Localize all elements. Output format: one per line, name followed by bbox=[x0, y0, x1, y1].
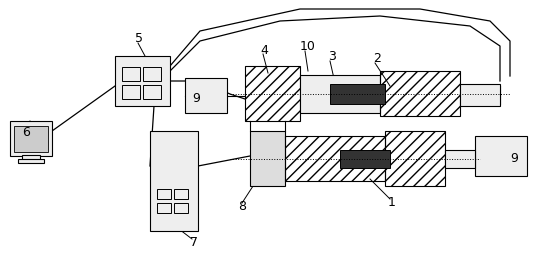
FancyBboxPatch shape bbox=[250, 131, 285, 186]
FancyBboxPatch shape bbox=[14, 126, 48, 152]
FancyBboxPatch shape bbox=[115, 56, 170, 106]
Text: 10: 10 bbox=[300, 40, 316, 54]
FancyBboxPatch shape bbox=[10, 121, 52, 156]
FancyBboxPatch shape bbox=[445, 150, 475, 168]
FancyBboxPatch shape bbox=[150, 131, 198, 231]
FancyBboxPatch shape bbox=[330, 84, 385, 104]
Text: 9: 9 bbox=[510, 151, 518, 164]
Text: 4: 4 bbox=[260, 44, 268, 56]
Text: 3: 3 bbox=[328, 50, 336, 63]
Text: 6: 6 bbox=[22, 127, 30, 139]
FancyBboxPatch shape bbox=[340, 150, 390, 168]
Text: 9: 9 bbox=[192, 92, 200, 104]
Text: 2: 2 bbox=[373, 52, 381, 66]
FancyBboxPatch shape bbox=[460, 84, 500, 106]
Text: 8: 8 bbox=[238, 200, 246, 213]
FancyBboxPatch shape bbox=[18, 159, 44, 163]
FancyBboxPatch shape bbox=[300, 75, 380, 113]
Text: 5: 5 bbox=[135, 33, 143, 45]
Text: 7: 7 bbox=[190, 236, 198, 250]
FancyBboxPatch shape bbox=[475, 136, 527, 176]
FancyBboxPatch shape bbox=[22, 155, 40, 161]
Text: 1: 1 bbox=[388, 197, 396, 210]
FancyBboxPatch shape bbox=[185, 78, 227, 113]
